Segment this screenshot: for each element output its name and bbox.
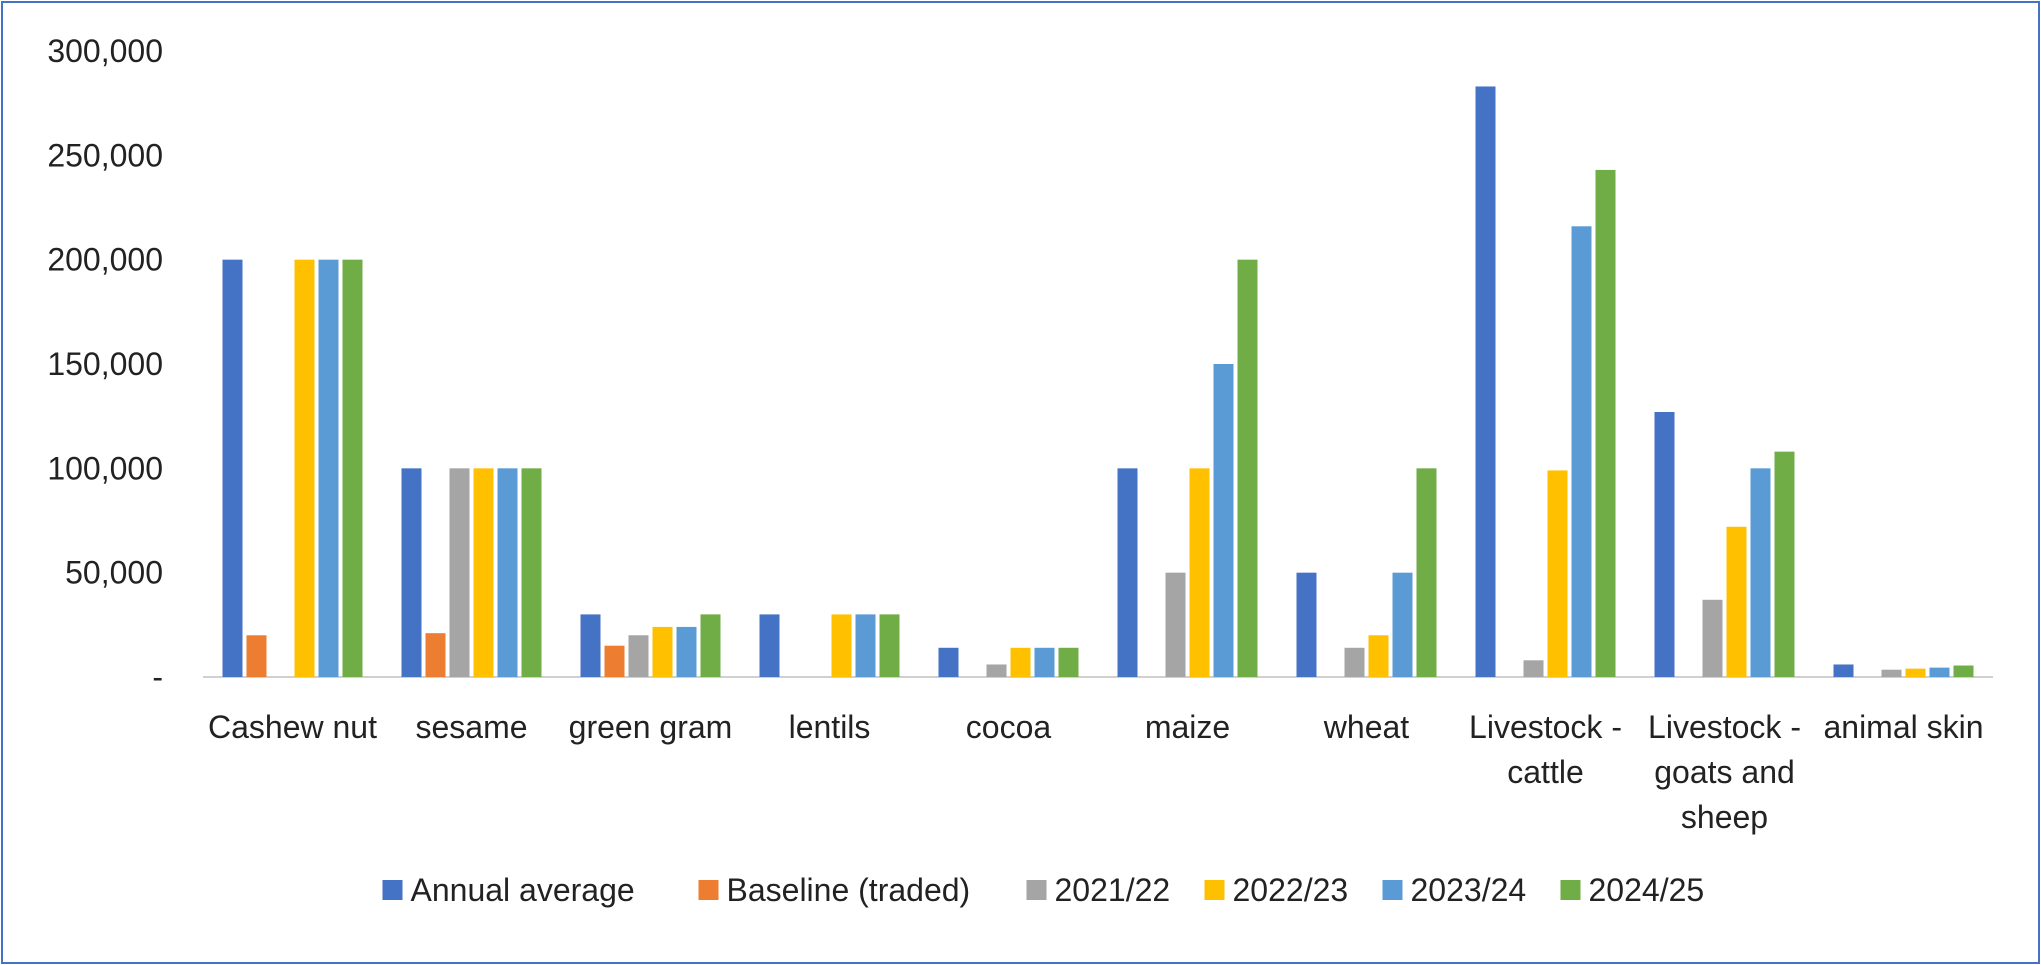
bar-5-4 [1058, 647, 1079, 677]
bar-3-4 [1010, 647, 1031, 677]
y-tick-label: 200,000 [47, 242, 163, 278]
x-tick-label-line: goats and [1654, 754, 1795, 790]
y-tick-label: - [152, 659, 163, 695]
legend-swatch [1560, 880, 1581, 900]
bar-5-0 [342, 259, 363, 677]
bar-3-1 [473, 468, 494, 677]
bar-4-0 [318, 259, 339, 677]
legend-swatch [1204, 880, 1225, 900]
bars [222, 86, 1974, 678]
x-tick-labels: Cashew nut sesame green gram lentils cocoa ma… [208, 709, 1984, 835]
x-tick-label: wheat [1323, 709, 1410, 745]
bar-4-4 [1034, 647, 1055, 677]
x-tick-label-line: lentils [789, 709, 871, 745]
bar-3-0 [294, 259, 315, 677]
legend-label: Annual average [411, 872, 635, 908]
bar-4-6 [1392, 572, 1413, 677]
bar-5-5 [1237, 259, 1258, 677]
legend-label: 2021/22 [1055, 872, 1171, 908]
x-tick-label: Cashew nut [208, 709, 377, 745]
x-tick-label: Livestock - cattle [1469, 709, 1622, 790]
x-tick-label-line: green gram [569, 709, 733, 745]
bar-0-0 [222, 259, 243, 677]
bar-0-8 [1654, 411, 1675, 677]
bar-3-8 [1726, 526, 1747, 677]
x-tick-label: Livestock - goats and sheep [1648, 709, 1801, 835]
legend-swatch [1026, 880, 1047, 900]
bar-2-7 [1523, 660, 1544, 677]
bar-0-1 [401, 468, 422, 677]
x-tick-label-line: wheat [1323, 709, 1410, 745]
legend-label: 2022/23 [1233, 872, 1349, 908]
bar-4-3 [855, 614, 876, 677]
bar-4-5 [1213, 364, 1234, 677]
legend-label: Baseline (traded) [727, 872, 971, 908]
bar-chart: - 50,000 100,000 150,000 200,000 250,000 300,0… [47, 33, 1993, 908]
y-tick-label: 250,000 [47, 137, 163, 173]
bar-4-9 [1929, 667, 1950, 677]
bar-5-1 [521, 468, 542, 677]
y-tick-labels: - 50,000 100,000 150,000 200,000 250,000 300,0… [47, 33, 163, 695]
bar-2-2 [628, 635, 649, 677]
bar-1-0 [246, 635, 267, 677]
y-tick-label: 50,000 [65, 555, 163, 591]
legend-label: 2024/25 [1589, 872, 1705, 908]
legend-swatch [382, 880, 403, 900]
legend-label: 2023/24 [1411, 872, 1527, 908]
legend-swatch [698, 880, 719, 900]
bar-5-9 [1953, 665, 1974, 677]
x-tick-label-line: animal skin [1823, 709, 1983, 745]
bar-5-6 [1416, 468, 1437, 677]
bar-1-1 [425, 633, 446, 677]
bar-0-6 [1296, 572, 1317, 677]
bar-0-7 [1475, 86, 1496, 678]
bar-2-4 [986, 664, 1007, 677]
bar-0-5 [1117, 468, 1138, 677]
bar-3-9 [1905, 668, 1926, 677]
bar-5-3 [879, 614, 900, 677]
x-tick-label: animal skin [1823, 709, 1983, 745]
bar-2-9 [1881, 669, 1902, 677]
bar-5-8 [1774, 451, 1795, 677]
y-tick-label: 300,000 [47, 33, 163, 69]
x-tick-label-line: sesame [415, 709, 527, 745]
x-tick-label-line: cattle [1507, 754, 1583, 790]
bar-0-4 [938, 647, 959, 677]
x-tick-label: lentils [789, 709, 871, 745]
bar-4-8 [1750, 468, 1771, 677]
x-tick-label-line: sheep [1681, 799, 1768, 835]
bar-4-2 [676, 626, 697, 677]
bar-0-2 [580, 614, 601, 677]
x-tick-label: green gram [569, 709, 733, 745]
bar-5-2 [700, 614, 721, 677]
bar-0-9 [1833, 664, 1854, 677]
bar-5-7 [1595, 169, 1616, 677]
x-tick-label: sesame [415, 709, 527, 745]
bar-3-7 [1547, 470, 1568, 677]
x-tick-label-line: Livestock - [1648, 709, 1801, 745]
x-tick-label-line: Livestock - [1469, 709, 1622, 745]
bar-3-6 [1368, 635, 1389, 677]
x-tick-label-line: cocoa [966, 709, 1052, 745]
x-tick-label-line: maize [1145, 709, 1230, 745]
bar-4-7 [1571, 226, 1592, 677]
x-tick-label: maize [1145, 709, 1230, 745]
bar-1-2 [604, 645, 625, 677]
x-tick-label: cocoa [966, 709, 1052, 745]
bar-2-1 [449, 468, 470, 677]
bar-4-1 [497, 468, 518, 677]
bar-3-2 [652, 626, 673, 677]
y-tick-label: 100,000 [47, 450, 163, 486]
bar-2-8 [1702, 599, 1723, 677]
legend-swatch [1382, 880, 1403, 900]
bar-2-5 [1165, 572, 1186, 677]
x-tick-label-line: Cashew nut [208, 709, 377, 745]
bar-3-3 [831, 614, 852, 677]
y-tick-label: 150,000 [47, 346, 163, 382]
bar-0-3 [759, 614, 780, 677]
bar-3-5 [1189, 468, 1210, 677]
legend: Annual average Baseline (traded) 2021/22 20… [382, 872, 1705, 908]
bar-2-6 [1344, 647, 1365, 677]
